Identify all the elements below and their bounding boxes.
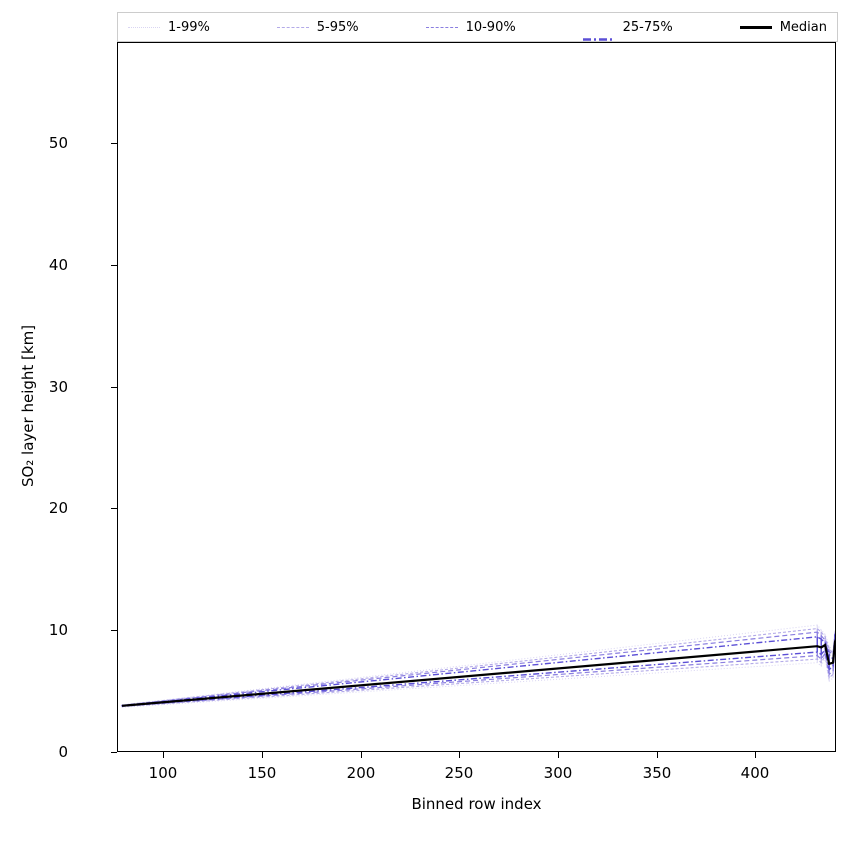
legend-dashdot-glyph	[582, 37, 615, 41]
ytick-mark-30	[111, 387, 117, 388]
legend-entry-median: Median	[739, 19, 827, 35]
ytick-label-40: 40	[48, 256, 68, 274]
xtick-label-150: 150	[247, 764, 277, 782]
xtick-mark-350	[657, 752, 658, 758]
chart-legend: 1-99% 5-95% 10-90% 25-75% Median	[117, 12, 838, 42]
ytick-label-30: 30	[48, 378, 68, 396]
xtick-mark-100	[163, 752, 164, 758]
legend-entry-10-90: 10-90%	[425, 19, 516, 35]
data-series-layer	[121, 624, 835, 708]
legend-label-10-90: 10-90%	[465, 19, 516, 35]
xtick-mark-400	[755, 752, 756, 758]
xtick-label-300: 300	[543, 764, 573, 782]
legend-swatch-median	[739, 25, 772, 29]
xtick-label-250: 250	[444, 764, 474, 782]
series-path-1-99--lower	[121, 647, 835, 708]
ytick-mark-50	[111, 143, 117, 144]
plot-area	[117, 42, 836, 752]
xtick-label-400: 400	[740, 764, 770, 782]
x-axis-label: Binned row index	[411, 795, 542, 813]
legend-label-median: Median	[779, 19, 827, 35]
legend-entry-1-99: 1-99%	[128, 21, 210, 34]
xtick-label-200: 200	[346, 764, 376, 782]
xtick-label-100: 100	[148, 764, 178, 782]
series-path-25-75--upper	[121, 633, 835, 707]
ytick-label-0: 0	[58, 743, 68, 761]
legend-label-5-95: 5-95%	[316, 19, 359, 35]
ytick-mark-40	[111, 265, 117, 266]
legend-swatch-5-95	[276, 26, 309, 28]
series-path-median	[121, 639, 835, 707]
legend-entry-25-75: 25-75%	[582, 19, 673, 41]
ytick-label-50: 50	[48, 134, 68, 152]
legend-swatch-25-75	[582, 26, 615, 41]
xtick-mark-250	[459, 752, 460, 758]
legend-label-1-99: 1-99%	[168, 19, 210, 35]
ytick-mark-20	[111, 508, 117, 509]
xtick-mark-300	[558, 752, 559, 758]
legend-swatch-10-90	[425, 26, 458, 28]
xtick-label-350: 350	[642, 764, 672, 782]
ytick-mark-0	[111, 752, 117, 753]
xtick-mark-150	[262, 752, 263, 758]
series-path-10-90--upper	[121, 631, 835, 706]
ytick-label-10: 10	[48, 621, 68, 639]
xtick-mark-200	[361, 752, 362, 758]
legend-swatch-1-99	[128, 26, 160, 28]
legend-entry-5-95: 5-95%	[276, 19, 359, 35]
ytick-mark-10	[111, 630, 117, 631]
legend-label-25-75: 25-75%	[622, 19, 673, 35]
y-axis-label: SO₂ layer height [km]	[19, 324, 37, 488]
ytick-label-20: 20	[48, 499, 68, 517]
series-paths	[121, 624, 835, 708]
